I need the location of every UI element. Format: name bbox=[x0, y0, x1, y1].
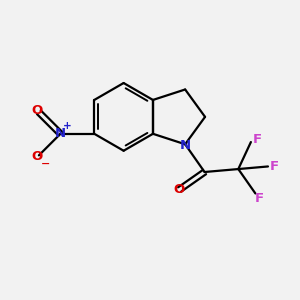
Text: F: F bbox=[270, 160, 279, 173]
Text: −: − bbox=[41, 159, 50, 169]
Text: N: N bbox=[54, 127, 65, 140]
Text: O: O bbox=[31, 150, 42, 163]
Text: N: N bbox=[180, 139, 191, 152]
Text: +: + bbox=[62, 122, 71, 131]
Text: F: F bbox=[253, 133, 262, 146]
Text: O: O bbox=[173, 183, 184, 196]
Text: O: O bbox=[32, 104, 43, 117]
Text: F: F bbox=[255, 192, 264, 205]
